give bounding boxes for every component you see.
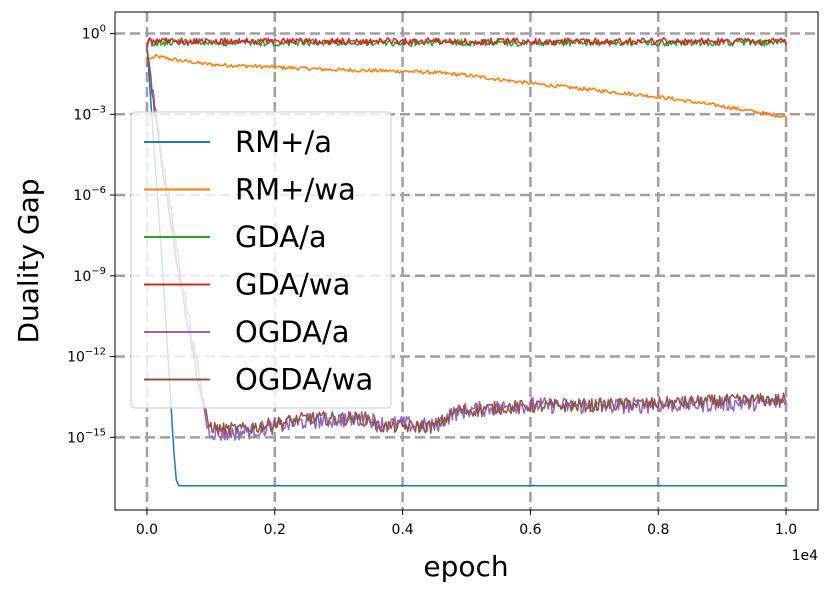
x-axis-title: epoch <box>423 550 508 583</box>
legend-label: GDA/wa <box>235 268 350 302</box>
legend-label: OGDA/a <box>235 315 350 349</box>
legend-label: GDA/a <box>235 220 327 254</box>
legend-label: RM+/wa <box>235 173 356 207</box>
series-line-gda-wa <box>146 37 787 48</box>
x-tick-label: 0.0 <box>136 522 158 538</box>
y-tick-label: 100 <box>82 24 106 43</box>
x-tick-label: 0.2 <box>264 522 286 538</box>
series-lines <box>146 37 787 487</box>
y-tick-label: 10−6 <box>73 185 106 204</box>
x-tick-label: 1.0 <box>775 522 797 538</box>
y-axis-title: Duality Gap <box>12 178 45 343</box>
plot-frame <box>114 11 819 511</box>
y-tick-label: 10−15 <box>67 427 106 446</box>
x-tick-label: 0.6 <box>519 522 541 538</box>
y-tick-label: 10−3 <box>73 104 106 123</box>
series-line-ogda-wa <box>146 49 787 437</box>
x-offset-label: 1e4 <box>792 548 819 564</box>
y-tick-label: 10−9 <box>73 266 106 285</box>
x-axis-ticks: 0.0 0.2 0.4 0.6 0.8 1.0 <box>136 510 797 538</box>
series-line-rm-wa <box>146 53 787 119</box>
legend-label: OGDA/wa <box>235 363 373 397</box>
legend-label: RM+/a <box>235 125 332 159</box>
y-axis-ticks: 100 10−3 10−6 10−9 10−12 10−15 <box>67 24 115 446</box>
series-line-rm-a <box>146 46 787 487</box>
x-tick-label: 0.8 <box>647 522 669 538</box>
legend-box <box>130 111 392 409</box>
legend: RM+/a RM+/wa GDA/a GDA/wa OGDA/a OGDA/wa <box>130 111 392 409</box>
y-tick-label: 10−12 <box>67 347 106 366</box>
x-tick-label: 0.4 <box>391 522 413 538</box>
